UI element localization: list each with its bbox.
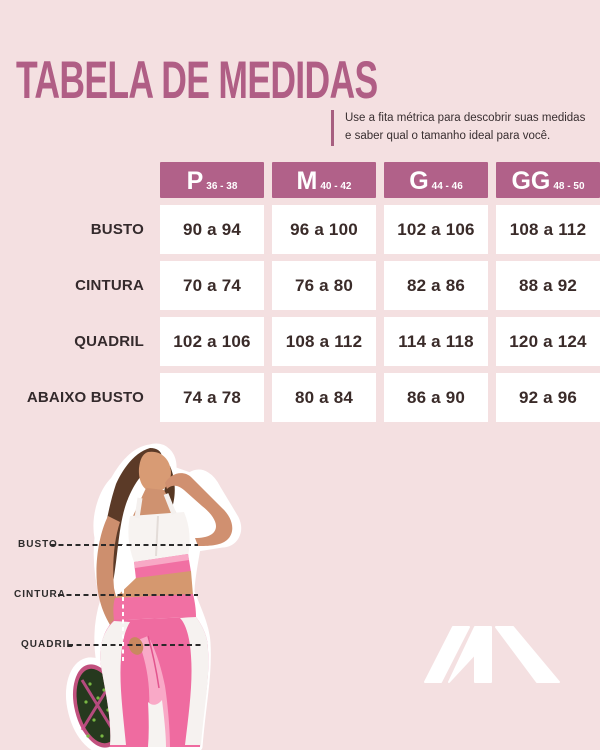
face	[138, 451, 171, 492]
table-cell: 92 a 96	[496, 373, 600, 422]
hand	[128, 637, 144, 655]
column-header-m: M 40 - 42	[272, 162, 376, 198]
table-cell: 108 a 112	[496, 205, 600, 254]
size-range: 40 - 42	[320, 181, 352, 192]
table-cell: 88 a 92	[496, 261, 600, 310]
table-cell: 76 a 80	[272, 261, 376, 310]
bra-band-highlight	[134, 554, 189, 568]
subtitle-block: Use a fita métrica para descobrir suas m…	[331, 110, 593, 146]
figure-label-busto: BUSTO	[18, 539, 58, 550]
row-label-cintura: CINTURA	[75, 277, 144, 294]
table-cell: 108 a 112	[272, 317, 376, 366]
size-range: 44 - 46	[431, 181, 463, 192]
midriff	[115, 571, 193, 598]
leggings	[100, 594, 209, 747]
table-cell: 86 a 90	[384, 373, 488, 422]
bra-straps	[134, 493, 177, 519]
column-header-gg: GG 48 - 50	[496, 162, 600, 198]
row-label-quadril: QUADRIL	[74, 333, 144, 350]
model-photo	[66, 443, 242, 750]
table-cell: 70 a 74	[160, 261, 264, 310]
subtitle-accent-bar	[331, 110, 334, 146]
row-label-abaixo-busto: ABAIXO BUSTO	[26, 389, 144, 406]
table-cell: 80 a 84	[272, 373, 376, 422]
row-label-busto: BUSTO	[90, 221, 144, 238]
table-cell: 114 a 118	[384, 317, 488, 366]
page-title: TABELA DE MEDIDAS	[16, 51, 378, 110]
size-table: P 36 - 38 M 40 - 42 G 44 - 46 GG 48 - 50…	[20, 162, 600, 422]
size-range: 36 - 38	[206, 181, 238, 192]
size-letter: P	[186, 167, 204, 195]
raised-arm	[165, 473, 233, 546]
table-cell: 96 a 100	[272, 205, 376, 254]
size-range: 48 - 50	[553, 181, 585, 192]
sports-bra	[128, 512, 190, 562]
table-cell: 90 a 94	[160, 205, 264, 254]
subtitle-text: Use a fita métrica para descobrir suas m…	[345, 112, 586, 142]
size-letter: GG	[511, 167, 551, 195]
table-cell: 120 a 124	[496, 317, 600, 366]
column-header-p: P 36 - 38	[160, 162, 264, 198]
figure-label-quadril: QUADRIL	[21, 639, 74, 650]
size-letter: G	[409, 167, 429, 195]
column-header-g: G 44 - 46	[384, 162, 488, 198]
figure-label-cintura: CINTURA	[14, 589, 66, 600]
table-cell: 102 a 106	[384, 205, 488, 254]
brand-logo-m-icon	[424, 626, 560, 683]
table-cell: 102 a 106	[160, 317, 264, 366]
bra-seam	[155, 515, 159, 557]
table-cell: 74 a 78	[160, 373, 264, 422]
left-arm	[96, 516, 140, 646]
table-corner-empty	[20, 162, 152, 198]
table-cell: 82 a 86	[384, 261, 488, 310]
size-letter: M	[296, 167, 318, 195]
